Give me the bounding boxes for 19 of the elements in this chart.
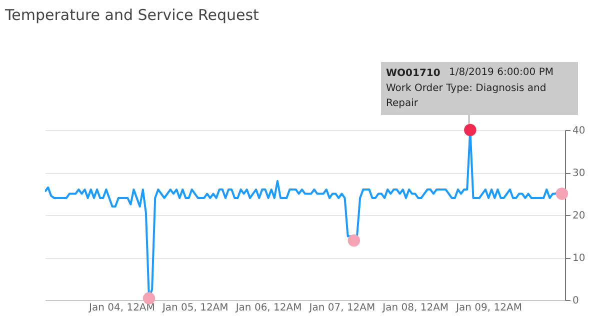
y-tick-label: 30 [572,168,586,179]
point [348,234,360,247]
text: Work Order Type: Diagnosis and [386,83,546,94]
x-tick-label: Jan 09, 12AM [455,302,522,314]
x-tick-label: Jan 04, 12AM [88,302,155,314]
text: Repair [386,98,419,109]
text: WO01710 [386,68,440,79]
y-tick-label: 10 [572,253,586,264]
chart-title: Temperature and Service Request [4,6,260,24]
point [556,188,568,200]
y-tick-label: 0 [572,296,579,306]
x-tick-label: Jan 08, 12AM [382,302,449,314]
y-tick-label: 20 [572,210,586,222]
y-tick-label: 40 [572,126,586,136]
x-tick-label: Jan 05, 12AM [161,302,228,314]
point [464,124,476,136]
x-tick-label: Jan 07, 12AM [308,302,376,314]
x-tick-label: Jan 06, 12AM [234,302,302,314]
text: 1/8/2019 6:00:00 PM [449,67,554,78]
